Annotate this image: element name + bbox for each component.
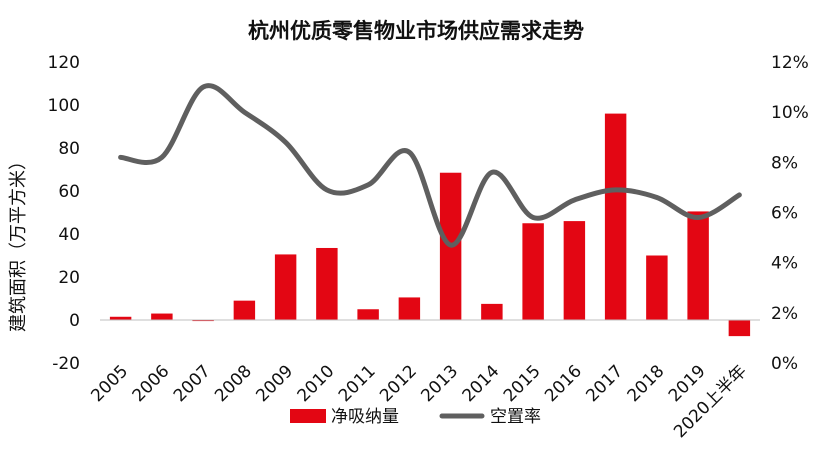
bar xyxy=(357,309,379,320)
x-tick-label: 2016 xyxy=(541,361,586,406)
bar xyxy=(728,320,751,337)
bar xyxy=(481,303,503,320)
left-tick-label: 20 xyxy=(58,268,80,288)
chart-title: 杭州优质零售物业市场供应需求走势 xyxy=(248,19,584,43)
x-tick-label: 2017 xyxy=(582,361,627,406)
bar xyxy=(109,316,132,320)
legend-label-absorption: 净吸纳量 xyxy=(331,407,399,427)
left-tick-label: 100 xyxy=(48,96,80,116)
right-tick-label: 0% xyxy=(771,354,798,374)
bar xyxy=(316,247,338,320)
left-axis-ticks: -20 0 20 40 60 80 100 120 xyxy=(48,53,80,374)
x-tick-label: 2011 xyxy=(335,361,380,406)
left-tick-label: 80 xyxy=(58,139,80,159)
left-tick-label: 120 xyxy=(48,53,80,73)
bar xyxy=(522,223,544,320)
right-tick-label: 2% xyxy=(771,304,798,324)
right-tick-label: 4% xyxy=(771,254,798,274)
x-tick-label: 2012 xyxy=(376,361,421,406)
legend: 净吸纳量 空置率 xyxy=(290,407,541,427)
x-tick-label: 2008 xyxy=(211,361,256,406)
x-tick-label: 2013 xyxy=(417,361,462,406)
bar xyxy=(646,255,668,320)
bar-series xyxy=(109,113,751,337)
right-tick-label: 12% xyxy=(771,53,809,73)
x-tick-label: 2014 xyxy=(459,361,504,406)
bar xyxy=(274,254,297,320)
legend-label-vacancy: 空置率 xyxy=(490,407,541,427)
y-axis-label: 建筑面积（万平方米） xyxy=(8,152,29,332)
bar xyxy=(151,313,173,320)
legend-swatch-absorption xyxy=(290,409,326,423)
x-axis-ticks: 2005200620072008200920102011201220132014… xyxy=(87,361,750,442)
bar xyxy=(233,300,256,320)
x-tick-label: 2009 xyxy=(252,361,297,406)
right-axis-ticks: 0% 2% 4% 6% 8% 10% 12% xyxy=(771,53,809,374)
x-tick-label: 2018 xyxy=(624,361,669,406)
x-tick-label: 2005 xyxy=(87,361,132,406)
bar xyxy=(687,211,709,320)
bar xyxy=(604,113,627,320)
left-tick-label: 0 xyxy=(69,311,80,331)
right-tick-label: 6% xyxy=(771,204,798,224)
x-tick-label: 2006 xyxy=(129,361,174,406)
x-tick-label: 2010 xyxy=(294,361,339,406)
left-tick-label: 60 xyxy=(58,182,80,202)
x-tick-label: 2007 xyxy=(170,361,215,406)
x-tick-label: 2015 xyxy=(500,361,545,406)
left-tick-label: -20 xyxy=(52,354,80,374)
left-tick-label: 40 xyxy=(58,225,80,245)
bar xyxy=(398,297,421,320)
bar xyxy=(192,320,214,322)
right-tick-label: 10% xyxy=(771,103,809,123)
vacancy-rate-line xyxy=(118,83,742,248)
bar xyxy=(563,221,586,320)
right-tick-label: 8% xyxy=(771,153,798,173)
